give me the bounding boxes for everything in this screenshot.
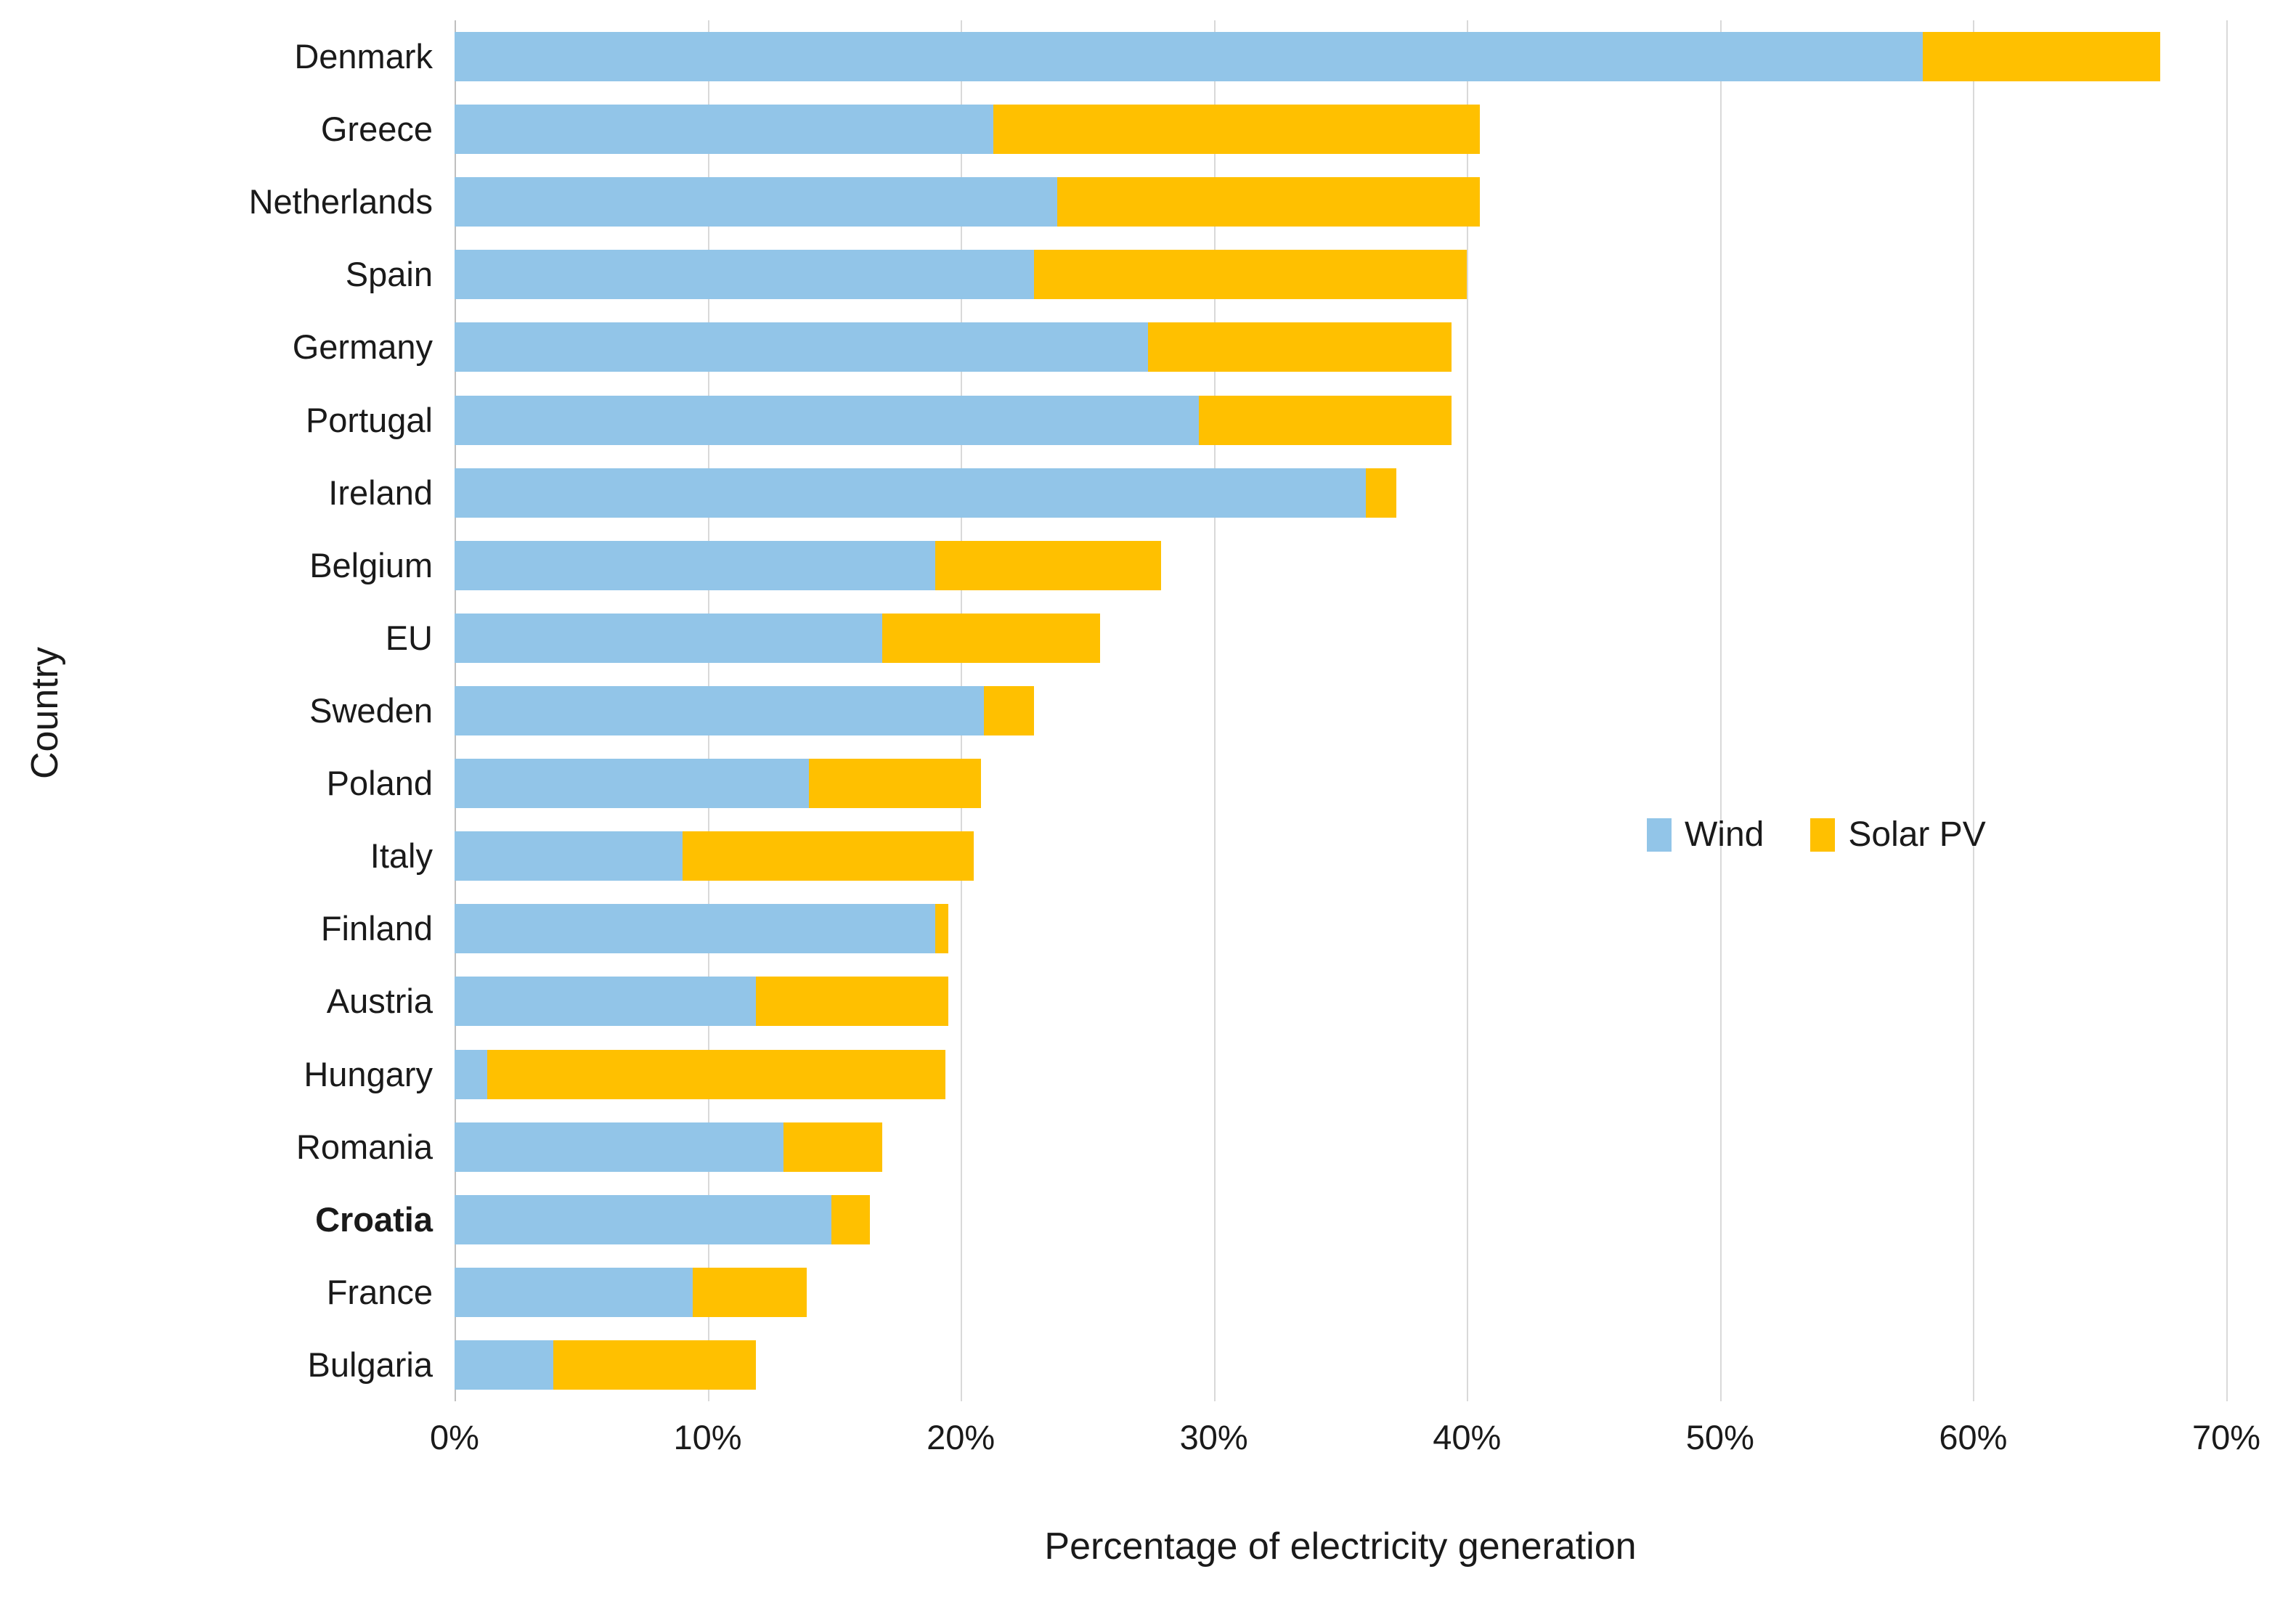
wind-segment: [455, 613, 883, 663]
category-label: Netherlands: [248, 182, 433, 221]
solar-segment: [1365, 468, 1396, 518]
legend-label-wind: Wind: [1685, 815, 1764, 854]
bar-row: [455, 250, 2226, 300]
category-label: Belgium: [309, 545, 433, 584]
wind-segment: [455, 1194, 832, 1244]
wind-segment: [455, 686, 984, 735]
solar-segment: [935, 540, 1161, 590]
wind-segment: [455, 1122, 784, 1172]
category-label: EU: [385, 618, 433, 657]
gridline: [2226, 20, 2228, 1401]
wind-segment: [455, 540, 936, 590]
wind-segment: [455, 1049, 488, 1099]
bar-row: [455, 395, 2226, 445]
wind-segment: [455, 177, 1057, 227]
legend-item-wind: Wind: [1647, 815, 1764, 855]
solar-segment: [487, 1049, 946, 1099]
category-label: France: [326, 1272, 433, 1311]
gridline: [1973, 20, 1975, 1401]
solar-segment: [831, 1194, 870, 1244]
category-label: Denmark: [294, 37, 433, 76]
gridline: [1467, 20, 1469, 1401]
x-axis-tick: 10%: [673, 1418, 742, 1456]
bar-row: [455, 1340, 2226, 1390]
x-axis-tick: 40%: [1433, 1418, 1502, 1456]
bar-row: [455, 1267, 2226, 1317]
x-axis-tick: 0%: [430, 1418, 479, 1456]
solar-segment: [882, 613, 1100, 663]
wind-segment: [455, 831, 683, 881]
wind-swatch-icon: [1647, 818, 1672, 852]
bar-row: [455, 904, 2226, 954]
category-label: Bulgaria: [307, 1345, 433, 1384]
solar-segment: [755, 977, 948, 1027]
category-label: Ireland: [328, 473, 433, 512]
wind-segment: [455, 904, 936, 954]
bar-row: [455, 177, 2226, 227]
solar-segment: [1922, 32, 2161, 82]
plot-area: [455, 20, 2228, 1401]
wind-segment: [455, 250, 1035, 300]
category-label: Germany: [292, 327, 433, 367]
x-axis-title: Percentage of electricity generation: [1044, 1525, 1637, 1568]
category-label: Finland: [320, 909, 433, 948]
x-axis-tick: 30%: [1179, 1418, 1248, 1456]
category-label: Italy: [370, 836, 433, 876]
solar-segment: [1198, 395, 1452, 445]
legend-item-solar: Solar PV: [1810, 815, 1986, 855]
bar-row: [455, 322, 2226, 372]
bar-row: [455, 831, 2226, 881]
bar-row: [455, 468, 2226, 518]
solar-segment: [1148, 322, 1452, 372]
category-label: Spain: [345, 255, 433, 294]
x-axis-tick: 50%: [1685, 1418, 1754, 1456]
wind-segment: [455, 105, 994, 155]
bar-row: [455, 759, 2226, 809]
category-label: Romania: [296, 1127, 433, 1166]
solar-segment: [553, 1340, 756, 1390]
gridline: [1719, 20, 1722, 1401]
legend-label-solar: Solar PV: [1848, 815, 1986, 854]
x-axis-tick: 70%: [2191, 1418, 2261, 1456]
solar-swatch-icon: [1810, 818, 1836, 852]
category-label: Sweden: [309, 691, 433, 730]
solar-segment: [692, 1267, 807, 1317]
bar-row: [455, 977, 2226, 1027]
bar-row: [455, 1049, 2226, 1099]
solar-segment: [809, 759, 982, 809]
category-label: Hungary: [304, 1054, 433, 1093]
solar-segment: [993, 105, 1480, 155]
category-label: Poland: [326, 764, 433, 803]
solar-segment: [1034, 250, 1467, 300]
bar-row: [455, 540, 2226, 590]
wind-segment: [455, 468, 1366, 518]
solar-segment: [1057, 177, 1480, 227]
bar-row: [455, 32, 2226, 82]
solar-segment: [935, 904, 948, 954]
bar-row: [455, 105, 2226, 155]
solar-segment: [983, 686, 1035, 735]
legend: Wind Solar PV: [1647, 815, 1986, 855]
wind-segment: [455, 759, 809, 809]
gridline: [1213, 20, 1216, 1401]
solar-segment: [682, 831, 974, 881]
x-axis-tick: 60%: [1939, 1418, 2008, 1456]
category-label: Austria: [326, 982, 433, 1021]
category-label: Croatia: [315, 1199, 433, 1239]
category-label: Portugal: [305, 400, 433, 439]
wind-segment: [455, 395, 1199, 445]
bar-row: [455, 1122, 2226, 1172]
bar-row: [455, 613, 2226, 663]
x-axis-tick: 20%: [927, 1418, 996, 1456]
solar-segment: [783, 1122, 883, 1172]
wind-segment: [455, 977, 756, 1027]
wind-segment: [455, 32, 1923, 82]
bar-row: [455, 686, 2226, 735]
wind-segment: [455, 322, 1149, 372]
wind-segment: [455, 1340, 553, 1390]
wind-segment: [455, 1267, 693, 1317]
bar-row: [455, 1194, 2226, 1244]
category-label: Greece: [320, 110, 433, 149]
